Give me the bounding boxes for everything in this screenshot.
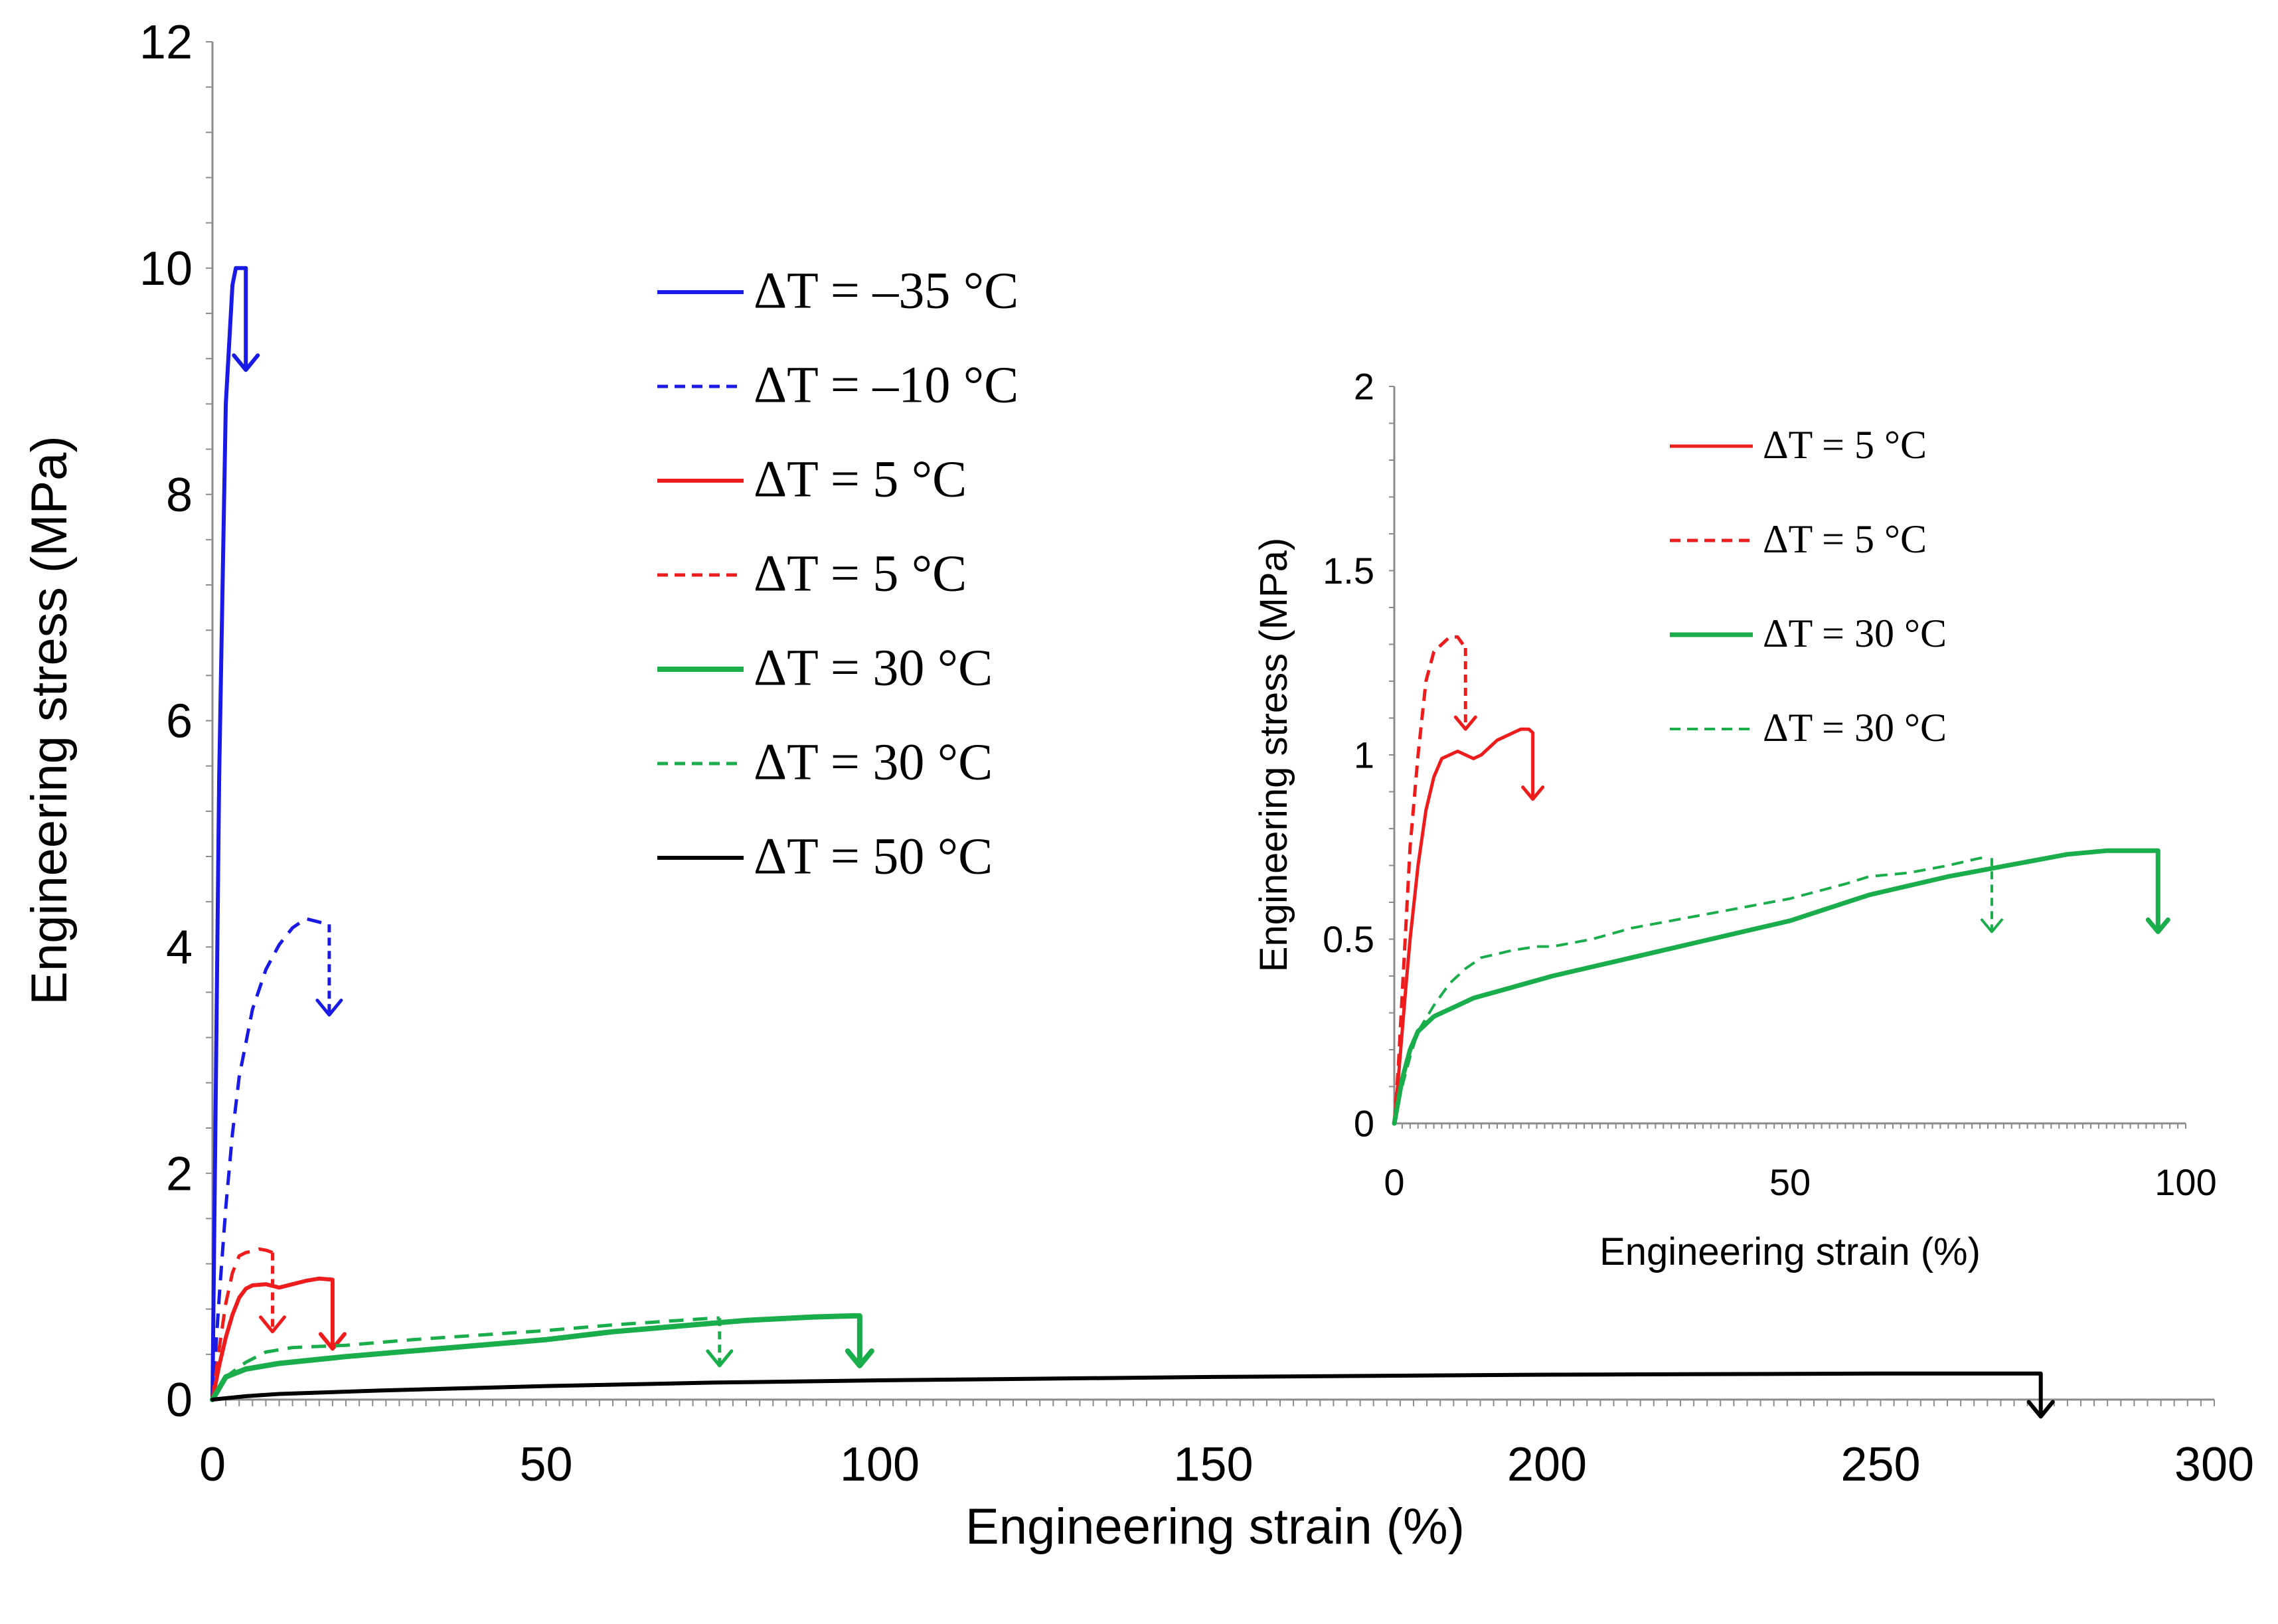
- main-xtick-label: 150: [1173, 1438, 1253, 1491]
- main-ytick-label: 8: [166, 469, 193, 522]
- inset-y-axis-title: Engineering stress (MPa): [1252, 538, 1295, 972]
- inset-series-line-1: [1392, 635, 1467, 1124]
- inset-legend: ΔT = 5 °C ΔT = 5 °C ΔT = 30 °C ΔT = 30 °C: [1670, 423, 1947, 750]
- inset-legend-label-0: ΔT = 5 °C: [1763, 423, 1927, 467]
- inset-legend-label-2: ΔT = 30 °C: [1763, 611, 1947, 655]
- main-break-arrowhead-5: [706, 1349, 734, 1368]
- main-legend-label-5: ΔT = 30 °C: [754, 732, 993, 790]
- inset-break-arrowhead-1: [1453, 715, 1477, 731]
- main-break-arrowhead-1: [315, 999, 343, 1017]
- inset-break-arrowhead-2: [2145, 917, 2170, 934]
- main-ytick-label: 10: [139, 242, 193, 295]
- inset-series: [1392, 635, 2170, 1126]
- main-legend-label-6: ΔT = 50 °C: [754, 827, 993, 884]
- main-series-line-0: [210, 266, 248, 1402]
- inset-series-line-2: [1392, 848, 2160, 1126]
- inset-xtick-labels: 0 50 100: [1384, 1161, 2216, 1203]
- main-break-arrowhead-2: [318, 1332, 347, 1351]
- inset-break-arrowhead-3: [1980, 918, 2003, 934]
- inset-break-arrowhead-0: [1521, 785, 1545, 801]
- inset-xtick-label: 50: [1769, 1161, 1811, 1203]
- inset-legend-label-1: ΔT = 5 °C: [1763, 517, 1927, 561]
- main-xtick-label: 0: [199, 1438, 226, 1491]
- main-xtick-label: 250: [1840, 1438, 1920, 1491]
- inset-x-axis-title: Engineering strain (%): [1599, 1230, 1981, 1273]
- main-legend-label-4: ΔT = 30 °C: [754, 638, 993, 696]
- main-y-axis-title: Engineering stress (MPa): [21, 436, 78, 1005]
- inset-xtick-label: 100: [2155, 1161, 2216, 1203]
- main-ytick-labels: 0 2 4 6 8 10 12: [139, 16, 193, 1427]
- main-legend-label-1: ΔT = –10 °C: [754, 355, 1018, 413]
- inset-ytick-label: 0: [1354, 1103, 1374, 1145]
- main-xtick-label: 100: [840, 1438, 920, 1491]
- inset-ytick-label: 1.5: [1323, 550, 1374, 592]
- main-xtick-label: 50: [519, 1438, 572, 1491]
- main-break-arrowhead-4: [845, 1348, 874, 1368]
- inset-legend-label-3: ΔT = 30 °C: [1763, 706, 1947, 750]
- main-series-line-2: [210, 1276, 335, 1402]
- inset-series-line-0: [1392, 727, 1535, 1125]
- main-ytick-label: 6: [166, 695, 193, 748]
- main-series-line-6: [210, 1371, 2043, 1402]
- main-xtick-label: 300: [2174, 1438, 2254, 1491]
- main-break-arrowhead-3: [258, 1315, 286, 1334]
- main-ytick-label: 2: [166, 1147, 193, 1200]
- inset-axes: 00.511.52 0 50 100 Engineering strain (%) …: [1252, 366, 2217, 1273]
- main-ytick-label: 0: [166, 1374, 193, 1427]
- inset-ytick-labels: 0 0.5 1 1.5 2: [1323, 366, 1374, 1145]
- main-series-line-5: [210, 1316, 720, 1401]
- inset-ytick-label: 0.5: [1323, 918, 1374, 960]
- main-series-line-1: [210, 917, 327, 1400]
- main-series: [210, 266, 2055, 1419]
- inset-xtick-label: 0: [1384, 1161, 1404, 1203]
- main-break-arrowhead-0: [232, 353, 260, 372]
- main-ytick-label: 4: [166, 922, 193, 975]
- main-break-arrowhead-6: [2026, 1400, 2055, 1419]
- inset-minor-y-ticks: [1389, 386, 1394, 1088]
- main-x-axis-title: Engineering strain (%): [965, 1499, 1465, 1555]
- main-series-line-3: [210, 1247, 274, 1400]
- inset-series-line-3: [1393, 856, 1988, 1124]
- main-legend: ΔT = –35 °C ΔT = –10 °C ΔT = 5 °C ΔT = 5 °C…: [657, 261, 1018, 884]
- main-series-line-4: [210, 1313, 862, 1402]
- main-xtick-labels: 0 50 100 150 200 250 300: [199, 1438, 2254, 1491]
- main-minor-y-ticks: [206, 41, 212, 1355]
- main-ytick-label: 12: [139, 16, 193, 69]
- inset-ytick-label: 1: [1354, 734, 1374, 776]
- main-minor-x-ticks: [225, 1400, 2215, 1406]
- main-xtick-label: 200: [1507, 1438, 1587, 1491]
- main-legend-label-3: ΔT = 5 °C: [754, 544, 967, 602]
- main-legend-label-0: ΔT = –35 °C: [754, 261, 1018, 319]
- inset-minor-x-ticks: [1401, 1123, 2186, 1129]
- inset-ytick-label: 2: [1354, 366, 1374, 408]
- main-legend-label-2: ΔT = 5 °C: [754, 449, 967, 507]
